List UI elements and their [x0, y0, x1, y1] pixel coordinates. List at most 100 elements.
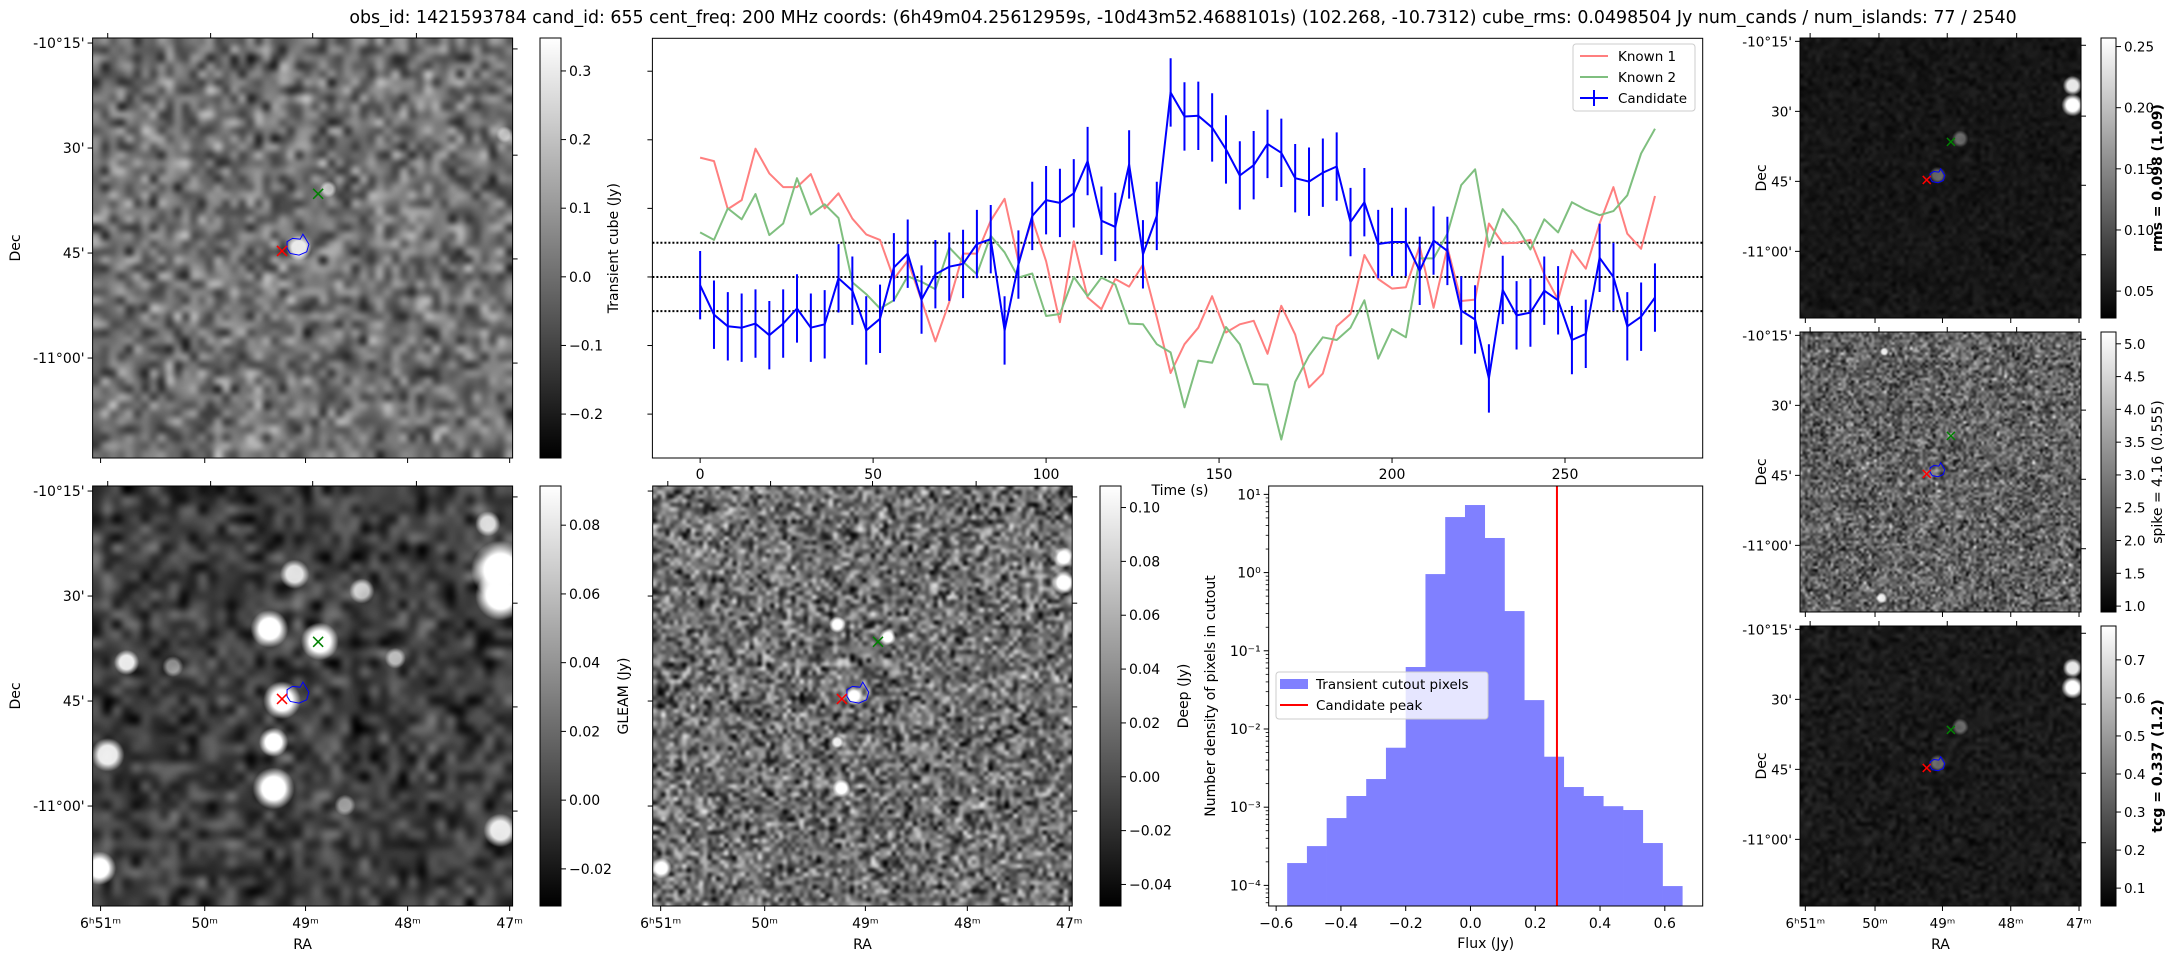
- candidate-marker-icon: [836, 693, 848, 705]
- transient-cutout-image: [93, 38, 513, 458]
- tcg-colorbar: [2100, 625, 2117, 907]
- colorbar-tick-label: 0.0: [569, 270, 591, 286]
- rms-colorbar: [2100, 37, 2117, 319]
- dec-tick-label: 45': [1771, 762, 1792, 778]
- gleam-colorbar-label: GLEAM (Jy): [616, 658, 632, 735]
- histogram-y-axis-label: Number density of pixels in cutout: [1203, 575, 1219, 817]
- lightcurve-legend: [1572, 43, 1696, 112]
- gleam-cutout-image: [93, 486, 513, 906]
- lightcurve-frame: [651, 37, 1704, 459]
- histogram-x-axis-label: Flux (Jy): [1457, 936, 1514, 952]
- legend-label: Known 2: [1618, 70, 1676, 86]
- histogram-x-tick-label: 0.2: [1524, 916, 1546, 932]
- lightcurve-x-tick-label: 250: [1552, 467, 1579, 483]
- histogram-bar: [1385, 747, 1407, 906]
- legend-label: Known 1: [1618, 49, 1676, 65]
- known-source-marker-icon: [312, 636, 324, 648]
- histogram-x-tick-label: −0.4: [1324, 916, 1358, 932]
- legend-label: Candidate peak: [1316, 698, 1422, 714]
- lightcurve-x-tick-label: 100: [1033, 467, 1060, 483]
- histogram-bar: [1524, 700, 1545, 906]
- colorbar-tick-label: 0.6: [2124, 691, 2145, 707]
- colorbar-tick-label: 1.5: [2124, 566, 2145, 582]
- colorbar-tick-label: 4.5: [2124, 370, 2145, 386]
- colorbar-tick-label: −0.04: [1129, 877, 1172, 893]
- candidate-marker-icon: [1922, 469, 1932, 479]
- histogram-bar: [1642, 843, 1663, 906]
- histogram-x-tick-label: −0.6: [1259, 916, 1293, 932]
- histogram-bar: [1346, 796, 1367, 906]
- lightcurve-series-candidate: [699, 91, 1656, 380]
- colorbar-tick-label: 1.0: [2124, 599, 2145, 615]
- dec-tick-label: -11°00': [33, 351, 85, 367]
- dec-axis-label: Dec: [1754, 752, 1770, 779]
- colorbar-tick-label: 2.5: [2124, 501, 2145, 517]
- colorbar-tick-label: 0.1: [2124, 881, 2145, 897]
- lightcurve-x-tick-label: 150: [1206, 467, 1233, 483]
- colorbar-tick-label: 0.25: [2124, 40, 2154, 56]
- dec-tick-label: 45': [1771, 468, 1792, 484]
- histogram-y-tick-label: 10⁻²: [1230, 722, 1261, 738]
- figure-title: obs_id: 1421593784 cand_id: 655 cent_fre…: [349, 8, 2016, 28]
- known-source-marker-icon: [312, 188, 324, 200]
- ra-tick-label: 6ʰ51ᵐ: [80, 916, 121, 932]
- legend-label: Candidate: [1618, 91, 1687, 107]
- spike-colorbar: [2100, 331, 2117, 613]
- histogram-bar: [1366, 779, 1387, 906]
- histogram-frame: [1268, 485, 1704, 907]
- deep-cutout-image: [653, 486, 1072, 906]
- colorbar-tick-label: 0.20: [2124, 101, 2154, 117]
- dec-tick-label: 30': [1771, 104, 1792, 120]
- tcg-cutout-image: [1800, 626, 2081, 906]
- dec-tick-label: 30': [1771, 398, 1792, 414]
- colorbar-tick-label: 0.00: [1129, 770, 1160, 786]
- deep-frame: [652, 485, 1073, 907]
- deep-colorbar: [1099, 485, 1122, 907]
- colorbar-tick-label: 0.3: [569, 64, 591, 80]
- colorbar-tick-label: 3.5: [2124, 435, 2145, 451]
- colorbar-tick-label: 0.02: [1129, 716, 1160, 732]
- colorbar-tick-label: 0.10: [2124, 223, 2154, 239]
- dec-axis-label: Dec: [1754, 164, 1770, 191]
- colorbar-tick-label: 0.08: [1129, 554, 1160, 570]
- histogram-bar: [1603, 806, 1624, 906]
- colorbar-tick-label: −0.1: [569, 338, 603, 354]
- rms-colorbar-label: rms = 0.098 (1.09): [2150, 104, 2166, 252]
- colorbar-tick-label: 0.15: [2124, 162, 2154, 178]
- histogram-bar: [1662, 886, 1683, 906]
- histogram-bar: [1287, 863, 1308, 906]
- lightcurve-x-tick-label: 50: [864, 467, 882, 483]
- histogram-x-tick-label: 0.4: [1589, 916, 1611, 932]
- colorbar-tick-label: −0.02: [569, 862, 612, 878]
- dec-tick-label: 45': [63, 694, 85, 710]
- histogram-bar: [1405, 667, 1426, 906]
- colorbar-tick-label: 0.5: [2124, 729, 2145, 745]
- histogram-x-tick-label: 0.0: [1459, 916, 1481, 932]
- candidate-marker-icon: [276, 693, 288, 705]
- dec-axis-label: Dec: [8, 682, 24, 709]
- ra-axis-label: RA: [1931, 937, 1950, 953]
- dec-tick-label: -10°15': [33, 36, 85, 52]
- tcg-frame: [1799, 625, 2082, 907]
- histogram-bar: [1484, 537, 1505, 906]
- dec-axis-label: Dec: [1754, 458, 1770, 485]
- colorbar-tick-label: 3.0: [2124, 468, 2145, 484]
- candidate-contour: [1929, 167, 1946, 184]
- candidate-contour: [846, 681, 870, 704]
- colorbar-tick-label: 0.3: [2124, 805, 2145, 821]
- dec-tick-label: -11°00': [33, 799, 85, 815]
- known-source-marker-icon: [1946, 725, 1956, 735]
- histogram-bar: [1326, 818, 1347, 906]
- colorbar-tick-label: 0.02: [569, 724, 600, 740]
- candidate-marker-icon: [276, 245, 288, 257]
- colorbar-tick-label: 0.04: [1129, 662, 1160, 678]
- lightcurve-x-tick-label: 0: [696, 467, 705, 483]
- candidate-marker-icon: [1922, 763, 1932, 773]
- lightcurve-series-known-1: [699, 147, 1656, 389]
- histogram-legend: [1275, 671, 1489, 720]
- histogram-bar: [1425, 574, 1446, 906]
- ra-tick-label: 50ᵐ: [751, 916, 778, 932]
- colorbar-tick-label: −0.2: [569, 407, 603, 423]
- ra-tick-label: 48ᵐ: [954, 916, 981, 932]
